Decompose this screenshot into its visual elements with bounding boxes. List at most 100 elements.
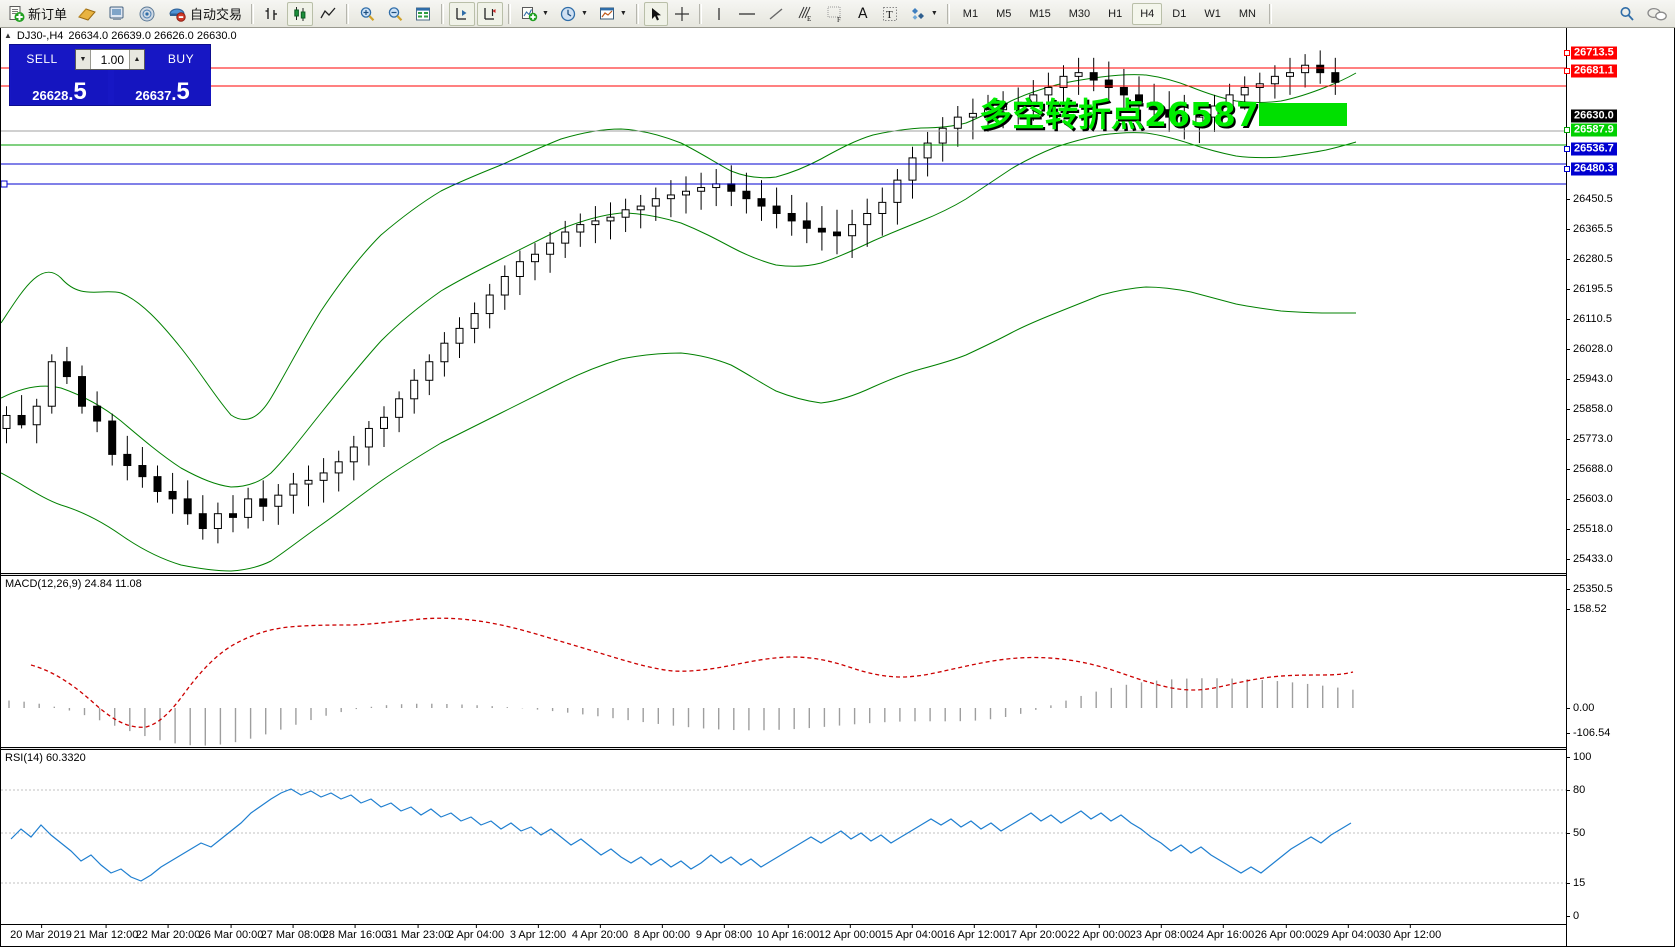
timeframe-w1[interactable]: W1 [1204, 7, 1221, 20]
timeframe-m15[interactable]: M15 [1029, 7, 1051, 20]
sell-button[interactable]: SELL [26, 52, 58, 66]
price-pane[interactable] [1, 43, 1568, 573]
candle-body [1150, 101, 1159, 111]
level-handle-icon[interactable] [1564, 127, 1570, 133]
cursor-button[interactable] [643, 1, 668, 26]
timeframe-mn[interactable]: MN [1238, 7, 1256, 20]
candlestick-chart-button[interactable] [287, 1, 314, 26]
channel-icon: F [825, 5, 845, 23]
toolbar-separator [251, 3, 255, 24]
zoom-out-button[interactable] [382, 2, 408, 26]
candle-body [682, 190, 690, 196]
bar-chart-button[interactable] [259, 2, 285, 26]
price-chart-svg [1, 50, 1568, 572]
channel-button[interactable]: F [821, 2, 849, 26]
zoom-in-button[interactable] [354, 2, 380, 26]
time-tick: 9 Apr 08:00 [695, 924, 753, 941]
community-chat-button[interactable] [1642, 2, 1672, 26]
fibonacci-button[interactable]: E [791, 2, 819, 26]
indicators-button[interactable]: ▼ [516, 2, 553, 26]
volume-down-icon[interactable]: ▼ [76, 50, 91, 69]
pane-separator-macd[interactable] [1, 573, 1568, 576]
price-level-badge-26713[interactable]: 26713.5 [1571, 46, 1617, 60]
chart-shift-button[interactable] [477, 1, 504, 26]
volume-up-icon[interactable]: ▲ [129, 50, 144, 69]
price-level-badge-26587[interactable]: 26587.9 [1571, 123, 1617, 137]
text-label-button[interactable]: A [851, 2, 875, 26]
volume-stepper[interactable]: ▼ 1.00 ▲ [75, 49, 145, 70]
rsi-pane[interactable] [1, 751, 1568, 924]
crosshair-button[interactable] [670, 2, 694, 26]
timeframe-m5[interactable]: M5 [996, 7, 1012, 20]
level-handle-icon[interactable] [1564, 68, 1570, 74]
chart-window[interactable]: ▲ DJ30-,H4 26634.0 26639.0 26626.0 26630… [0, 28, 1675, 947]
price-tick: 25350.5 [1567, 583, 1613, 595]
candle-body [1119, 86, 1128, 96]
candle-body [1301, 64, 1310, 74]
level-handle-icon[interactable] [1564, 146, 1570, 152]
time-tick: 26 Mar 00:00 [198, 924, 264, 941]
shapes-button[interactable]: ▼ [905, 2, 942, 26]
level-handle-icon[interactable] [1564, 166, 1570, 172]
level-handle-icon[interactable] [1564, 50, 1570, 56]
collapse-triangle-icon[interactable]: ▲ [4, 31, 12, 40]
pane-separator-rsi[interactable] [1, 747, 1568, 750]
templates-button[interactable]: ▼ [594, 2, 631, 26]
timeframe-m30[interactable]: M30 [1068, 7, 1091, 20]
price-level-badge-26536[interactable]: 26536.7 [1571, 142, 1617, 156]
auto-trading-button[interactable]: 自动交易 [163, 2, 246, 26]
chevron-down-icon[interactable]: ▼ [580, 10, 588, 17]
rsi-title: RSI(14) 60.3320 [5, 752, 86, 764]
periods-button[interactable]: ▼ [555, 2, 592, 26]
time-tick: 10 Apr 16:00 [756, 924, 820, 941]
volume-value[interactable]: 1.00 [100, 52, 124, 67]
vertical-line-button[interactable] [707, 2, 731, 26]
horizontal-line-button[interactable] [733, 2, 761, 26]
price-scale[interactable]: 26450.5 26365.5 26280.5 26195.5 26110.5 … [1564, 28, 1674, 946]
terminal-button[interactable] [103, 2, 131, 26]
expert-advisors-button[interactable] [73, 2, 101, 26]
shapes-icon [909, 5, 927, 23]
chevron-down-icon[interactable]: ▼ [542, 10, 549, 17]
indicators-icon [520, 5, 538, 23]
auto-scroll-button[interactable] [449, 1, 476, 26]
timeframe-h4[interactable]: H4 [1132, 2, 1163, 25]
macd-pane[interactable] [1, 577, 1568, 747]
price-level-badge-26681[interactable]: 26681.1 [1571, 64, 1617, 78]
price-level-badge-26630[interactable]: 26630.0 [1571, 109, 1617, 123]
rsi-tick: 0 [1567, 910, 1579, 922]
time-axis[interactable]: 20 Mar 2019 21 Mar 12:00 22 Mar 20:00 26… [1, 924, 1568, 946]
candle-body [1240, 86, 1249, 96]
search-button[interactable] [1614, 2, 1640, 26]
svg-text:E: E [807, 15, 811, 23]
time-tick: 29 Apr 04:00 [1316, 924, 1380, 941]
time-tick: 12 Apr 00:00 [818, 924, 882, 941]
bid-price-display[interactable]: 26628 . 5 [11, 70, 108, 104]
ask-price-display[interactable]: 26637 . 5 [114, 70, 211, 104]
time-tick: 26 Apr 00:00 [1254, 924, 1318, 941]
buy-button[interactable]: BUY [167, 52, 195, 66]
trendline-button[interactable] [763, 2, 789, 26]
candle-body [531, 253, 539, 263]
metaeditor-button[interactable] [133, 2, 161, 26]
time-tick: 20 Mar 2019 [10, 924, 72, 941]
price-tick: 25433.0 [1567, 553, 1613, 565]
chart-annotation-label[interactable]: 多空转折点26587 [979, 95, 1259, 134]
line-chart-button[interactable] [315, 2, 341, 26]
candle-body [500, 275, 509, 296]
timeframe-m1[interactable]: M1 [962, 7, 979, 20]
macd-histogram [8, 678, 1354, 746]
text-box-button[interactable]: T [877, 2, 903, 26]
candle-body [470, 313, 479, 329]
chevron-down-icon[interactable]: ▼ [619, 10, 627, 17]
data-window-button[interactable] [410, 2, 436, 26]
price-tick: 25773.0 [1567, 433, 1613, 445]
candle-body [1331, 72, 1340, 83]
new-order-button[interactable]: 新订单 [3, 2, 71, 26]
price-level-badge-26480[interactable]: 26480.3 [1571, 162, 1617, 176]
timeframe-d1[interactable]: D1 [1172, 7, 1187, 20]
highlight-box [1259, 103, 1347, 126]
chevron-down-icon[interactable]: ▼ [930, 10, 938, 17]
one-click-trading-panel[interactable]: SELL ▼ 1.00 ▲ BUY 26628 . 5 26637 . 5 [9, 44, 211, 106]
timeframe-h1[interactable]: H1 [1108, 7, 1123, 20]
